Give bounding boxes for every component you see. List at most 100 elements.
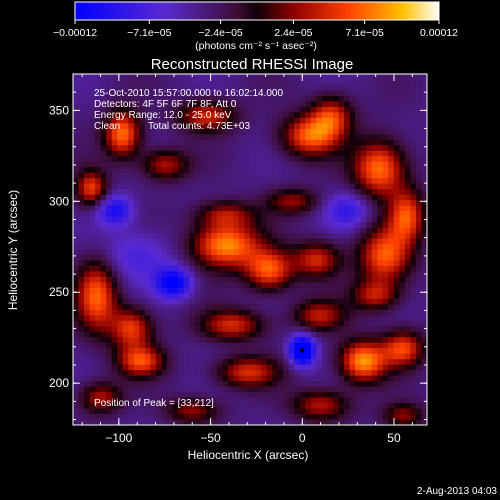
heatmap-cell [84,84,91,92]
heatmap-cell [100,353,107,360]
heatmap-cell [360,265,367,273]
heatmap-cell [410,200,417,207]
heatmap-cell [393,205,400,212]
heatmap-cell [233,172,240,179]
heatmap-cell [377,134,384,141]
heatmap-cell [393,112,400,119]
heatmap-cell [84,189,91,196]
heatmap-cell [211,414,218,421]
heatmap-cell [194,123,201,130]
heatmap-cell [172,161,179,168]
heatmap-cell [344,353,351,360]
heatmap-cell [338,337,345,344]
heatmap-cell [183,161,190,168]
heatmap-cell [161,254,168,262]
heatmap-cell [393,315,400,322]
heatmap-cell [89,145,96,152]
heatmap-cell [261,293,268,300]
heatmap-cell [139,200,146,207]
heatmap-cell [244,128,251,135]
heatmap-cell [316,222,323,229]
heatmap-cell [332,353,340,360]
heatmap-cell [73,183,80,190]
heatmap-cell [222,150,229,157]
heatmap-cell [382,397,389,404]
heatmap-cell [288,101,295,108]
heatmap-cell [305,271,312,278]
heatmap-cell [415,145,423,152]
heatmap-cell [404,381,412,388]
heatmap-cell [238,145,246,152]
heatmap-cell [205,106,212,113]
heatmap-cell [261,139,268,146]
heatmap-cell [78,123,85,130]
heatmap-cell [194,117,201,124]
heatmap-cell [189,145,196,152]
heatmap-cell [205,359,212,366]
heatmap-cell [277,167,284,174]
heatmap-cell [415,293,423,300]
heatmap-cell [410,123,417,130]
heatmap-cell [332,265,340,273]
heatmap-cell [349,244,356,251]
heatmap-cell [377,403,384,410]
heatmap-cell [277,139,284,146]
heatmap-cell [244,254,251,262]
heatmap-cell [344,244,351,251]
heatmap-cell [399,211,406,218]
heatmap-cell [250,112,257,119]
heatmap-cell [172,320,179,327]
heatmap-cell [167,287,174,294]
heatmap-cell [294,101,301,108]
heatmap-cell [183,227,190,234]
heatmap-cell [205,117,212,124]
heatmap-cell [388,216,395,223]
heatmap-cell [73,189,80,196]
heatmap-cell [294,271,301,278]
heatmap-cell [117,414,124,421]
heatmap-cell [371,293,378,300]
heatmap-cell [106,101,113,108]
colorbar-tick-label: −7.1e−05 [127,27,172,39]
heatmap-cell [399,254,406,262]
heatmap-cell [200,238,207,245]
heatmap-cell [95,90,102,97]
heatmap-cell [106,342,113,349]
heatmap-cell [250,222,257,229]
heatmap-cell [327,260,334,267]
heatmap-cell [360,375,367,382]
heatmap-cell [288,287,295,294]
heatmap-cell [305,249,312,256]
heatmap-cell [78,238,85,245]
heatmap-cell [172,112,179,119]
heatmap-cell [111,304,118,311]
heatmap-cell [338,134,345,141]
heatmap-cell [305,79,312,86]
heatmap-cell [211,397,218,404]
heatmap-cell [349,392,356,399]
heatmap-cell [233,150,240,157]
heatmap-cell [327,348,334,355]
heatmap-cell [117,227,124,234]
heatmap-cell [360,298,367,305]
heatmap-cell [139,233,146,240]
heatmap-cell [100,90,107,97]
heatmap-cell [194,139,201,146]
heatmap-cell [194,145,201,152]
heatmap-cell [238,381,246,388]
heatmap-cell [78,408,85,415]
heatmap-cell [366,205,373,212]
heatmap-cell [139,403,146,410]
heatmap-cell [299,249,306,256]
heatmap-cell [250,414,257,421]
heatmap-cell [305,183,312,190]
heatmap-cell [382,112,389,119]
heatmap-cell [366,298,373,305]
heatmap-cell [327,375,334,382]
heatmap-cell [73,156,80,163]
heatmap-cell [216,392,223,399]
heatmap-cell [139,227,146,234]
heatmap-cell [161,244,168,251]
heatmap-cell [294,161,301,168]
heatmap-cell [117,90,124,97]
